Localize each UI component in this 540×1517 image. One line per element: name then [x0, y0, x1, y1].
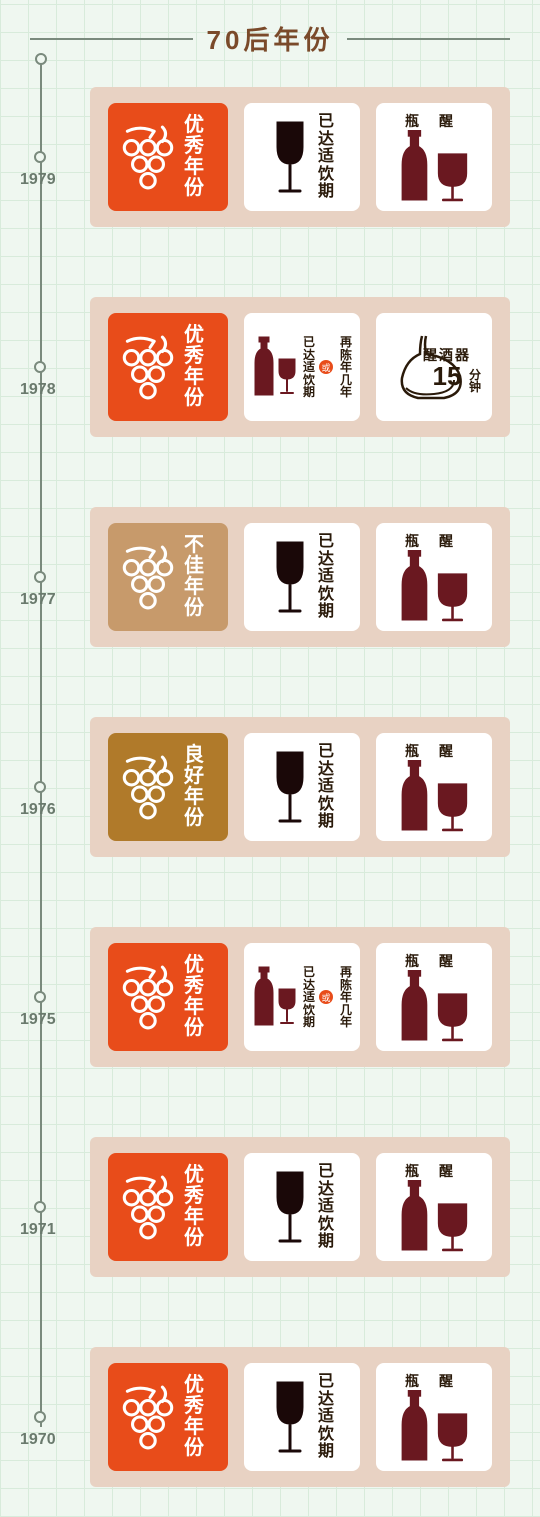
- year-label: 1971: [20, 1221, 56, 1239]
- timeline-start-node: [35, 53, 47, 65]
- year-node: [34, 361, 46, 373]
- decanting-card: 瓶醒: [376, 733, 492, 841]
- decant-label: 瓶醒: [376, 531, 492, 551]
- bottle-glass-icon: [391, 970, 477, 1042]
- timeline-entry: 1976 良好年份 已达适饮期 瓶醒: [90, 717, 510, 857]
- year-label: 1975: [20, 1011, 56, 1029]
- grape-icon: [116, 543, 180, 611]
- decant-label: 瓶醒: [376, 951, 492, 971]
- bottle-glass-icon: [391, 1180, 477, 1252]
- decanter-info: 醒酒器 15 分钟: [423, 345, 471, 388]
- rating-label: 优秀年份: [184, 325, 204, 409]
- bottle-glass-icon: [391, 550, 477, 622]
- drinking-status-card: 已达适饮期 或 再陈年几年: [244, 313, 360, 421]
- decanting-card: 瓶醒: [376, 103, 492, 211]
- year-node: [34, 781, 46, 793]
- timeline-entry: 1975 优秀年份 已达适饮期 或 再陈年几年 瓶醒: [90, 927, 510, 1067]
- rating-label: 优秀年份: [184, 115, 204, 199]
- grape-icon: [116, 1173, 180, 1241]
- rating-card: 优秀年份: [108, 1363, 228, 1471]
- status-label: 已达适饮期: [318, 113, 336, 201]
- header-line-left: [30, 38, 193, 40]
- wine-glass-icon: [268, 537, 312, 617]
- status-label: 已达适饮期: [318, 1163, 336, 1251]
- year-node: [34, 1201, 46, 1213]
- grape-icon: [116, 753, 180, 821]
- year-node: [34, 571, 46, 583]
- rating-label: 良好年份: [184, 745, 204, 829]
- rating-card: 优秀年份: [108, 1153, 228, 1261]
- rating-card: 优秀年份: [108, 313, 228, 421]
- year-label: 1977: [20, 591, 56, 609]
- or-badge: 或: [319, 360, 333, 374]
- year-label: 1976: [20, 801, 56, 819]
- wine-glass-icon: [268, 747, 312, 827]
- rating-label: 优秀年份: [184, 1375, 204, 1459]
- timeline-entry: 1978 优秀年份 已达适饮期 或 再陈年几年 醒酒器 15 分钟: [90, 297, 510, 437]
- decanting-card: 瓶醒: [376, 1363, 492, 1471]
- or-badge: 或: [319, 990, 333, 1004]
- drinking-status-card: 已达适饮期: [244, 103, 360, 211]
- timeline: 1979 优秀年份 已达适饮期 瓶醒 1978 优秀年份 已达适饮期 或 再陈年…: [0, 87, 540, 1487]
- status-age-more: 再陈年几年: [339, 966, 353, 1029]
- grape-icon: [116, 333, 180, 401]
- year-node: [34, 991, 46, 1003]
- status-label: 已达适饮期: [318, 1373, 336, 1461]
- status-age-more: 再陈年几年: [339, 336, 353, 399]
- wine-glass-icon: [268, 1377, 312, 1457]
- decanting-card: 瓶醒: [376, 523, 492, 631]
- status-label: 已达适饮期: [318, 533, 336, 621]
- decanting-card: 醒酒器 15 分钟: [376, 313, 492, 421]
- bottle-glass-icon: [391, 130, 477, 202]
- rating-card: 不佳年份: [108, 523, 228, 631]
- decant-label: 瓶醒: [376, 1371, 492, 1391]
- small-bottle-glass-icon: [251, 965, 299, 1029]
- small-bottle-glass-icon: [251, 335, 299, 399]
- decanter-minutes: 15: [433, 365, 462, 388]
- drinking-status-card: 已达适饮期: [244, 733, 360, 841]
- timeline-entry: 1979 优秀年份 已达适饮期 瓶醒: [90, 87, 510, 227]
- decanting-card: 瓶醒: [376, 943, 492, 1051]
- header-line-right: [347, 38, 510, 40]
- drinking-status-card: 已达适饮期: [244, 523, 360, 631]
- year-label: 1979: [20, 171, 56, 189]
- year-node: [34, 151, 46, 163]
- rating-card: 优秀年份: [108, 103, 228, 211]
- year-label: 1978: [20, 381, 56, 399]
- timeline-entry: 1970 优秀年份 已达适饮期 瓶醒: [90, 1347, 510, 1487]
- decant-label: 瓶醒: [376, 741, 492, 761]
- decant-label: 瓶醒: [376, 111, 492, 131]
- rating-label: 不佳年份: [184, 535, 204, 619]
- timeline-entry: 1971 优秀年份 已达适饮期 瓶醒: [90, 1137, 510, 1277]
- status-dual: 已达适饮期 或 再陈年几年: [251, 335, 353, 399]
- rating-label: 优秀年份: [184, 1165, 204, 1249]
- status-dual: 已达适饮期 或 再陈年几年: [251, 965, 353, 1029]
- wine-glass-icon: [268, 117, 312, 197]
- header: 70后年份: [0, 0, 540, 87]
- grape-icon: [116, 123, 180, 191]
- bottle-glass-icon: [391, 1390, 477, 1462]
- status-drink-now: 已达适饮期: [302, 966, 316, 1029]
- status-label: 已达适饮期: [318, 743, 336, 831]
- drinking-status-card: 已达适饮期: [244, 1153, 360, 1261]
- timeline-entry: 1977 不佳年份 已达适饮期 瓶醒: [90, 507, 510, 647]
- drinking-status-card: 已达适饮期: [244, 1363, 360, 1471]
- rating-label: 优秀年份: [184, 955, 204, 1039]
- status-drink-now: 已达适饮期: [302, 336, 316, 399]
- grape-icon: [116, 963, 180, 1031]
- drinking-status-card: 已达适饮期 或 再陈年几年: [244, 943, 360, 1051]
- header-title: 70后年份: [207, 20, 334, 57]
- wine-glass-icon: [268, 1167, 312, 1247]
- decant-label: 瓶醒: [376, 1161, 492, 1181]
- decanting-card: 瓶醒: [376, 1153, 492, 1261]
- grape-icon: [116, 1383, 180, 1451]
- year-label: 1970: [20, 1431, 56, 1449]
- decanter-unit: 分钟: [469, 369, 483, 393]
- rating-card: 良好年份: [108, 733, 228, 841]
- bottle-glass-icon: [391, 760, 477, 832]
- year-node: [34, 1411, 46, 1423]
- rating-card: 优秀年份: [108, 943, 228, 1051]
